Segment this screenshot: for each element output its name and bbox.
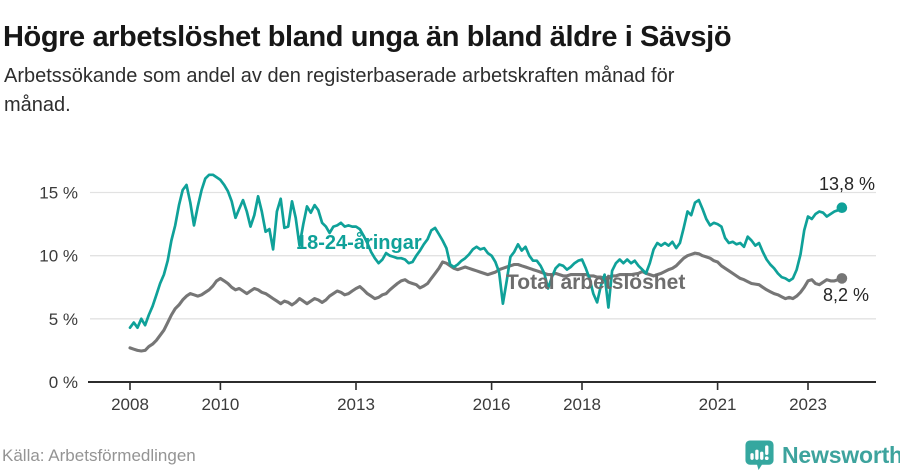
x-tick-label-2008: 2008 — [111, 395, 149, 414]
subtitle-line-2: månad. — [4, 94, 71, 116]
end-value-total: 8,2 % — [822, 285, 869, 305]
source-note: Källa: Arbetsförmedlingen — [2, 446, 196, 465]
end-value-youth: 13,8 % — [818, 174, 875, 194]
total-line — [128, 251, 844, 353]
x-tick-label-2023: 2023 — [789, 395, 827, 414]
y-tick-label-15: 15 % — [39, 184, 78, 203]
x-tick-label-2013: 2013 — [337, 395, 375, 414]
x-tick-label-2010: 2010 — [201, 395, 239, 414]
series-label-youth: 18-24-åringar — [296, 232, 422, 254]
newsworthy-logo-text: Newsworthy — [782, 441, 900, 468]
y-tick-label-10: 10 % — [39, 247, 78, 266]
total-end-dot — [836, 273, 848, 284]
youth-line — [128, 173, 844, 330]
chart-subtitle: Arbetssökande som andel av den registerb… — [4, 62, 864, 120]
x-tick-label-2018: 2018 — [563, 395, 601, 414]
x-tick-label-2016: 2016 — [473, 395, 511, 414]
page-title: Högre arbetslöshet bland unga än bland ä… — [3, 21, 732, 54]
subtitle-line-1: Arbetssökande som andel av den registerb… — [4, 65, 675, 87]
newsworthy-chart-bubble-icon — [745, 440, 774, 471]
x-tick-label-2021: 2021 — [699, 395, 737, 414]
y-tick-label-0: 0 % — [49, 373, 78, 392]
youth-end-dot — [836, 202, 848, 213]
y-tick-label-5: 5 % — [49, 310, 78, 329]
newsworthy-logo: Newsworthy — [744, 439, 900, 471]
series-label-total: Total arbetslöshet — [506, 271, 686, 294]
